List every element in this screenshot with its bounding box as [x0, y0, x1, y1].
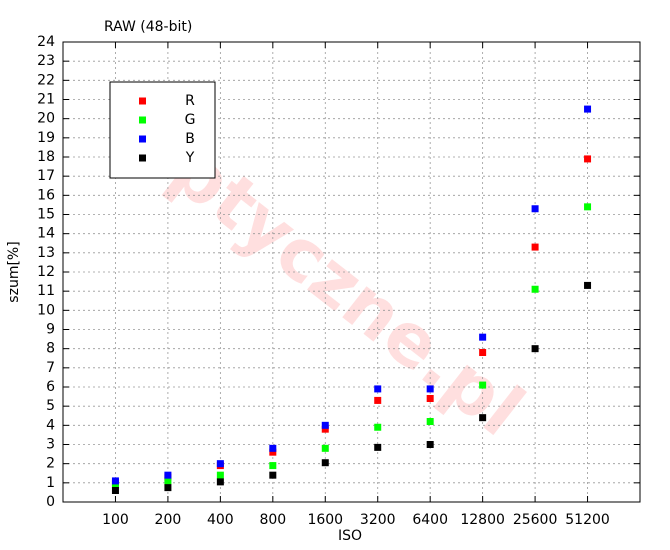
- point: [531, 345, 539, 353]
- point: [426, 418, 434, 425]
- y-axis-label: szum[%]: [6, 241, 22, 302]
- x-tick-label: 1600: [307, 512, 343, 528]
- y-tick-label: 5: [46, 398, 55, 414]
- point: [269, 471, 277, 479]
- y-tick-label: 18: [37, 149, 55, 165]
- y-tick-label: 4: [46, 417, 55, 433]
- point: [531, 205, 539, 213]
- point: [164, 484, 172, 492]
- y-tick-label: 14: [37, 226, 55, 242]
- y-tick-label: 0: [46, 494, 55, 510]
- point: [479, 349, 487, 356]
- legend-label: B: [185, 131, 195, 147]
- legend-label: Y: [185, 150, 195, 166]
- y-tick-label: 1: [46, 475, 55, 491]
- y-tick-label: 10: [37, 302, 55, 318]
- point: [269, 444, 277, 452]
- y-tick-label: 24: [37, 34, 55, 50]
- point: [584, 203, 592, 211]
- y-tick-label: 7: [46, 360, 55, 376]
- y-tick-label: 8: [46, 341, 55, 357]
- x-tick-label: 400: [207, 512, 234, 528]
- point: [321, 459, 329, 467]
- y-tick-label: 15: [37, 207, 55, 223]
- x-tick-label: 3200: [360, 512, 396, 528]
- point: [531, 243, 539, 251]
- y-tick-label: 19: [37, 130, 55, 146]
- legend-marker: [139, 97, 146, 105]
- plot-frame: [62, 41, 641, 503]
- x-tick-label: 6400: [412, 512, 448, 528]
- point: [321, 425, 329, 433]
- point: [216, 460, 224, 468]
- y-tick-label: 12: [37, 264, 55, 280]
- x-tick-label: 100: [102, 512, 129, 528]
- point: [479, 381, 487, 389]
- point: [111, 487, 119, 494]
- x-axis-label: ISO: [338, 528, 362, 544]
- point: [111, 477, 119, 485]
- point: [426, 385, 434, 393]
- point: [374, 423, 382, 431]
- legend-marker: [139, 116, 146, 124]
- chart-title: RAW (48-bit): [104, 19, 192, 35]
- legend-label: R: [185, 93, 195, 109]
- point: [426, 395, 434, 402]
- x-tick-label: 800: [259, 512, 286, 528]
- y-tick-label: 23: [37, 53, 55, 69]
- legend-box: [109, 81, 216, 179]
- point: [374, 396, 382, 404]
- point: [479, 333, 487, 341]
- x-tick-label: 25600: [513, 512, 558, 528]
- y-tick-label: 17: [37, 168, 55, 184]
- y-tick-label: 9: [46, 322, 55, 338]
- y-tick-label: 2: [46, 456, 55, 472]
- point: [164, 477, 172, 485]
- point: [269, 448, 277, 456]
- point: [321, 444, 329, 452]
- point: [584, 155, 592, 163]
- point: [584, 281, 592, 289]
- x-tick-label: 51200: [565, 512, 610, 528]
- point: [531, 285, 539, 293]
- point: [269, 462, 277, 470]
- point: [216, 478, 224, 486]
- point: [111, 481, 119, 489]
- y-tick-label: 20: [37, 111, 55, 127]
- y-tick-label: 16: [37, 187, 55, 203]
- legend-label: G: [185, 112, 196, 128]
- y-tick-label: 13: [37, 245, 55, 261]
- point: [374, 385, 382, 393]
- y-tick-label: 6: [46, 379, 55, 395]
- y-tick-label: 11: [37, 283, 55, 299]
- y-tick-label: 3: [46, 437, 55, 453]
- point: [374, 443, 382, 451]
- legend-marker: [139, 154, 146, 162]
- point: [479, 414, 487, 422]
- y-tick-label: 21: [37, 92, 55, 108]
- point: [584, 105, 592, 113]
- point: [426, 441, 434, 448]
- point: [216, 471, 224, 479]
- x-tick-label: 200: [155, 512, 182, 528]
- legend-marker: [139, 135, 146, 143]
- y-tick-label: 22: [37, 72, 55, 88]
- point: [321, 421, 329, 429]
- point: [164, 471, 172, 479]
- x-tick-label: 12800: [460, 512, 505, 528]
